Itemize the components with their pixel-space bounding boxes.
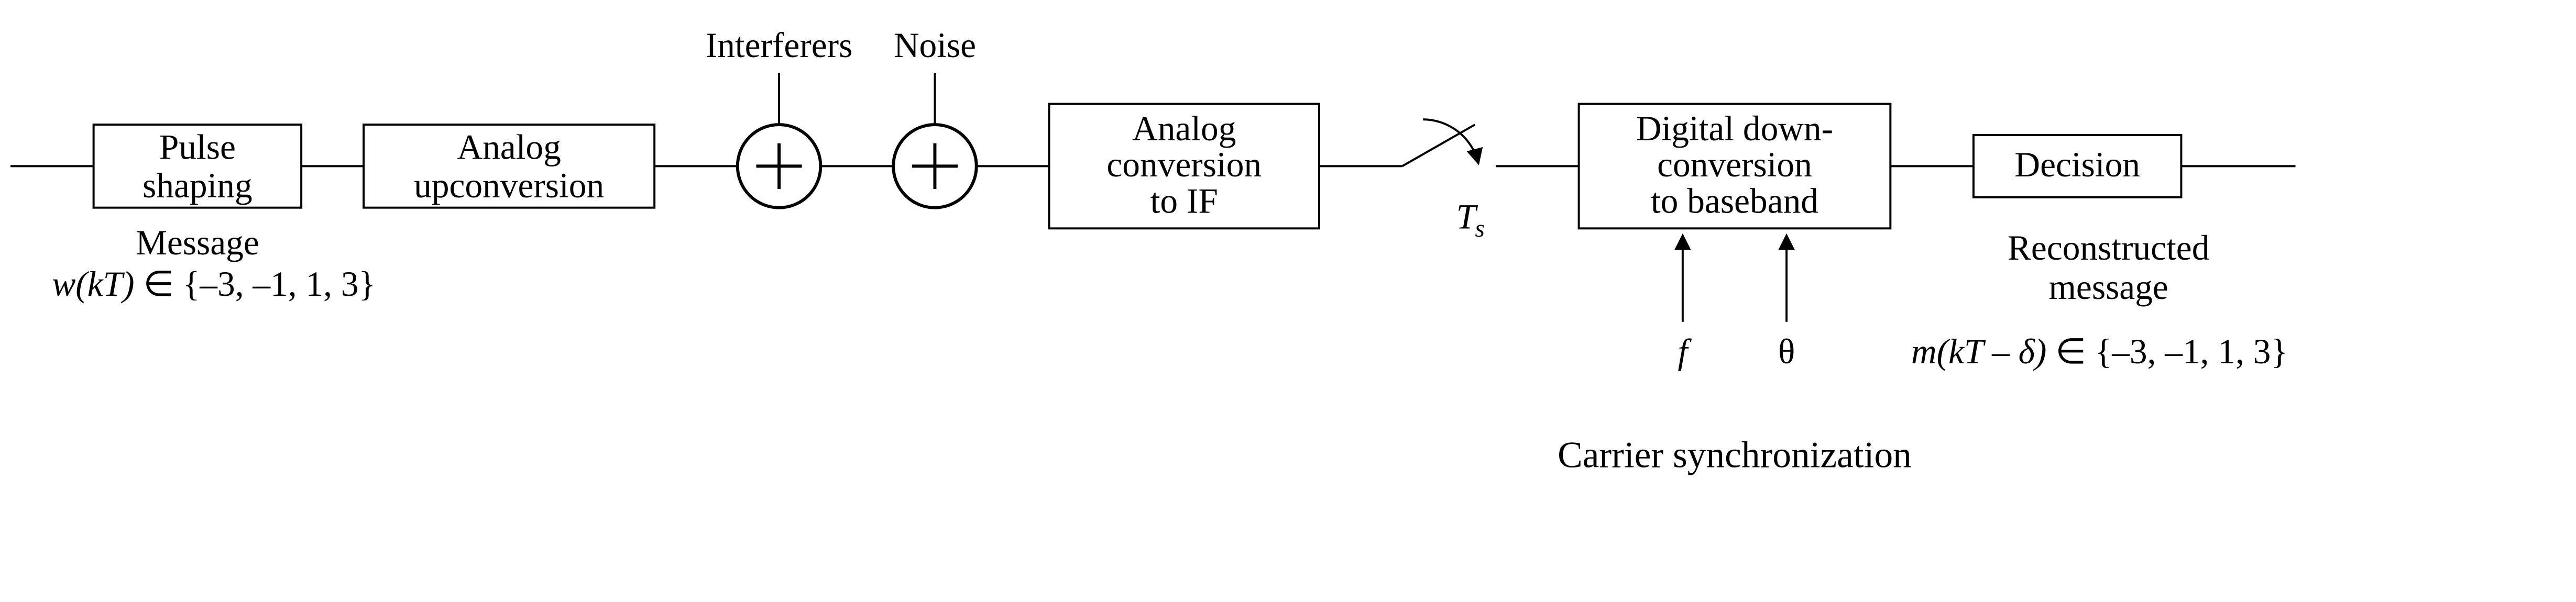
block-ddc-l3: to baseband bbox=[1651, 182, 1818, 221]
label-ts-s: s bbox=[1475, 215, 1485, 242]
block-pulse-shaping-l2: shaping bbox=[142, 166, 253, 205]
block-diagram: Pulse shaping Analog upconversion Interf… bbox=[10, 10, 2566, 592]
sampler-icon bbox=[1402, 119, 1478, 166]
block-ddc-l2: conversion bbox=[1657, 145, 1812, 184]
label-recon2: message bbox=[2049, 267, 2168, 307]
block-upconversion-l1: Analog bbox=[457, 127, 561, 166]
label-carrier-sync: Carrier synchronization bbox=[1558, 434, 1912, 475]
label-noise: Noise bbox=[894, 26, 976, 65]
block-to-if-l2: conversion bbox=[1106, 145, 1262, 184]
block-upconversion-l2: upconversion bbox=[414, 166, 604, 205]
label-f: f bbox=[1678, 332, 1692, 371]
block-pulse-shaping-l1: Pulse bbox=[159, 127, 236, 166]
block-ddc-l1: Digital down- bbox=[1636, 109, 1833, 148]
label-theta: θ bbox=[1778, 332, 1795, 371]
label-message: Message bbox=[136, 223, 259, 262]
block-to-if-l1: Analog bbox=[1132, 109, 1236, 148]
label-interferers: Interferers bbox=[706, 26, 853, 65]
label-recon1: Reconstructed bbox=[2008, 228, 2210, 267]
block-to-if-l3: to IF bbox=[1150, 182, 1218, 221]
block-decision-l1: Decision bbox=[2014, 145, 2140, 184]
label-message-expr: w(kT) ∈ {–3, –1, 1, 3} bbox=[52, 264, 376, 304]
label-recon-expr: m(kT – δ) ∈ {–3, –1, 1, 3} bbox=[1911, 332, 2288, 371]
